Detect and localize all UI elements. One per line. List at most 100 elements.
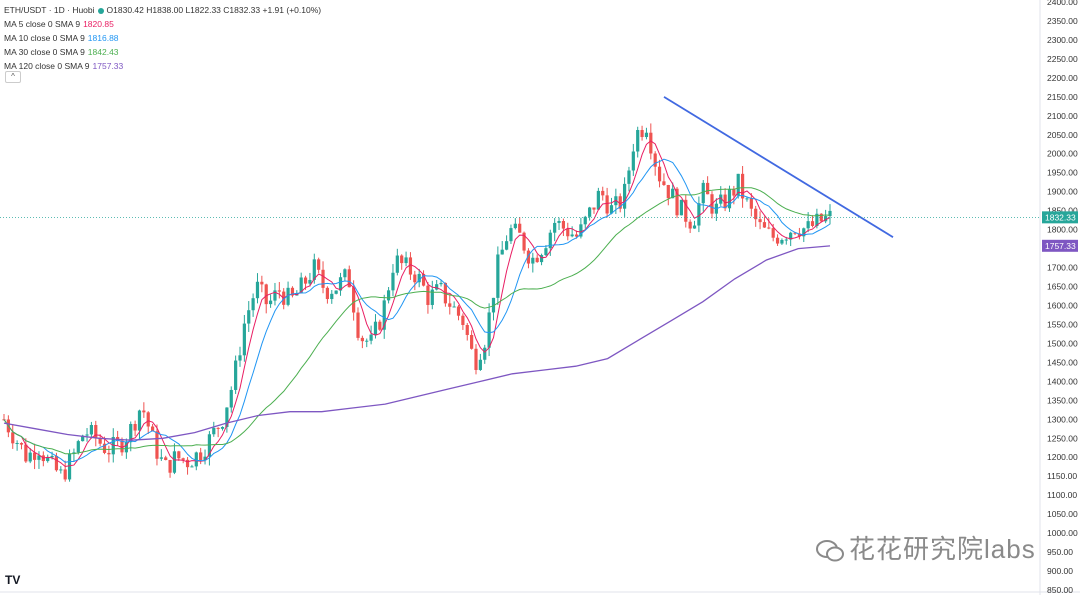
candle-body <box>452 306 456 308</box>
candle-body <box>644 132 649 138</box>
candle-body <box>758 219 762 223</box>
candle-body <box>168 459 172 473</box>
price-tick-label: 1800.00 <box>1047 225 1078 235</box>
tradingview-logo-icon[interactable]: TV <box>5 573 21 587</box>
candle-body <box>448 303 452 307</box>
price-tick-label: 2150.00 <box>1047 92 1078 102</box>
candle-body <box>797 233 802 237</box>
candle-body <box>487 312 491 348</box>
candle-body <box>561 221 566 229</box>
candle-body <box>483 347 487 360</box>
candle-body <box>15 442 19 444</box>
indicator-value: 1757.33 <box>92 61 124 71</box>
candle-body <box>286 287 290 305</box>
indicator-ma10[interactable]: MA 10 close 0 SMA 9 1816.88 <box>4 31 321 45</box>
candle-body <box>570 234 574 237</box>
candle-body <box>264 284 268 305</box>
price-tick-label: 1350.00 <box>1047 395 1078 405</box>
candle-body <box>85 434 89 436</box>
candle-body <box>255 281 260 299</box>
candle-body <box>557 221 561 223</box>
candle-body <box>181 458 185 460</box>
symbol-header: ETH/USDT · 1D · Huobi O1830.42 H1838.00 L… <box>4 3 321 17</box>
candle-body <box>535 257 539 263</box>
price-tick-label: 950.00 <box>1047 547 1073 557</box>
candle-body <box>334 290 338 294</box>
candle-body <box>378 321 382 330</box>
ma30-line <box>3 187 831 455</box>
candle-body <box>504 241 509 250</box>
collapse-legend-button[interactable]: ^ <box>5 71 21 83</box>
candle-body <box>435 284 439 290</box>
indicator-value: 1816.88 <box>87 33 119 43</box>
candle-body <box>566 228 570 237</box>
candle-body <box>701 182 705 204</box>
candle-body <box>24 444 28 462</box>
candle-body <box>273 290 277 301</box>
candle-body <box>343 269 347 278</box>
candle-body <box>216 427 220 429</box>
candle-body <box>194 452 198 467</box>
price-tick-label: 1900.00 <box>1047 187 1078 197</box>
candle-body <box>124 442 128 453</box>
candle-body <box>439 282 443 285</box>
ma5-line <box>3 140 831 468</box>
candle-body <box>164 457 168 460</box>
indicator-value: 1820.85 <box>83 19 114 29</box>
candle-body <box>229 389 233 408</box>
candle-body <box>303 277 308 284</box>
price-tick-label: 1050.00 <box>1047 509 1078 519</box>
indicator-ma120[interactable]: MA 120 close 0 SMA 9 1757.33 <box>4 59 321 73</box>
candle-body <box>640 130 644 138</box>
candle-body <box>404 257 408 264</box>
candle-body <box>312 259 316 280</box>
candle-body <box>247 310 251 324</box>
candle-body <box>531 257 535 264</box>
candle-body <box>325 287 330 300</box>
symbol-title[interactable]: ETH/USDT · 1D · Huobi <box>4 5 95 15</box>
candle-body <box>365 340 369 342</box>
candle-body <box>172 451 177 473</box>
wechat-icon <box>816 540 844 562</box>
candle-body <box>544 248 548 256</box>
candle-body <box>54 455 59 471</box>
candle-body <box>137 410 142 431</box>
candle-body <box>754 208 758 220</box>
candle-body <box>653 153 657 167</box>
indicator-ma5[interactable]: MA 5 close 0 SMA 9 1820.85 <box>4 17 321 31</box>
candle-body <box>395 255 399 273</box>
candle-body <box>810 221 815 226</box>
candle-body <box>679 199 684 216</box>
candle-body <box>59 469 63 471</box>
candle-body <box>719 194 723 204</box>
candle-body <box>408 257 413 275</box>
candle-body <box>596 190 600 210</box>
candle-body <box>107 452 111 455</box>
candle-body <box>461 315 465 326</box>
candle-body <box>430 289 434 305</box>
candle-body <box>470 334 474 349</box>
candle-body <box>513 223 517 229</box>
candle-body <box>706 182 710 195</box>
price-tick-label: 2250.00 <box>1047 54 1078 64</box>
candle-body <box>574 234 579 237</box>
candle-body <box>601 190 605 196</box>
candle-body <box>37 455 41 460</box>
indicator-ma30[interactable]: MA 30 close 0 SMA 9 1842.43 <box>4 45 321 59</box>
candle-body <box>146 412 150 427</box>
candle-body <box>500 249 504 255</box>
candle-body <box>177 451 181 459</box>
candle-body <box>234 360 238 390</box>
ma120-line <box>3 245 831 441</box>
candle-body <box>129 424 133 443</box>
ma120-price-label: 1757.33 <box>1045 241 1076 251</box>
candle-body <box>456 306 461 316</box>
candle-body <box>583 216 587 225</box>
candle-body <box>732 188 736 196</box>
candle-body <box>299 277 303 294</box>
candle-body <box>352 287 356 313</box>
candle-body <box>251 298 255 311</box>
price-tick-label: 1250.00 <box>1047 433 1078 443</box>
candle-body <box>627 170 631 184</box>
